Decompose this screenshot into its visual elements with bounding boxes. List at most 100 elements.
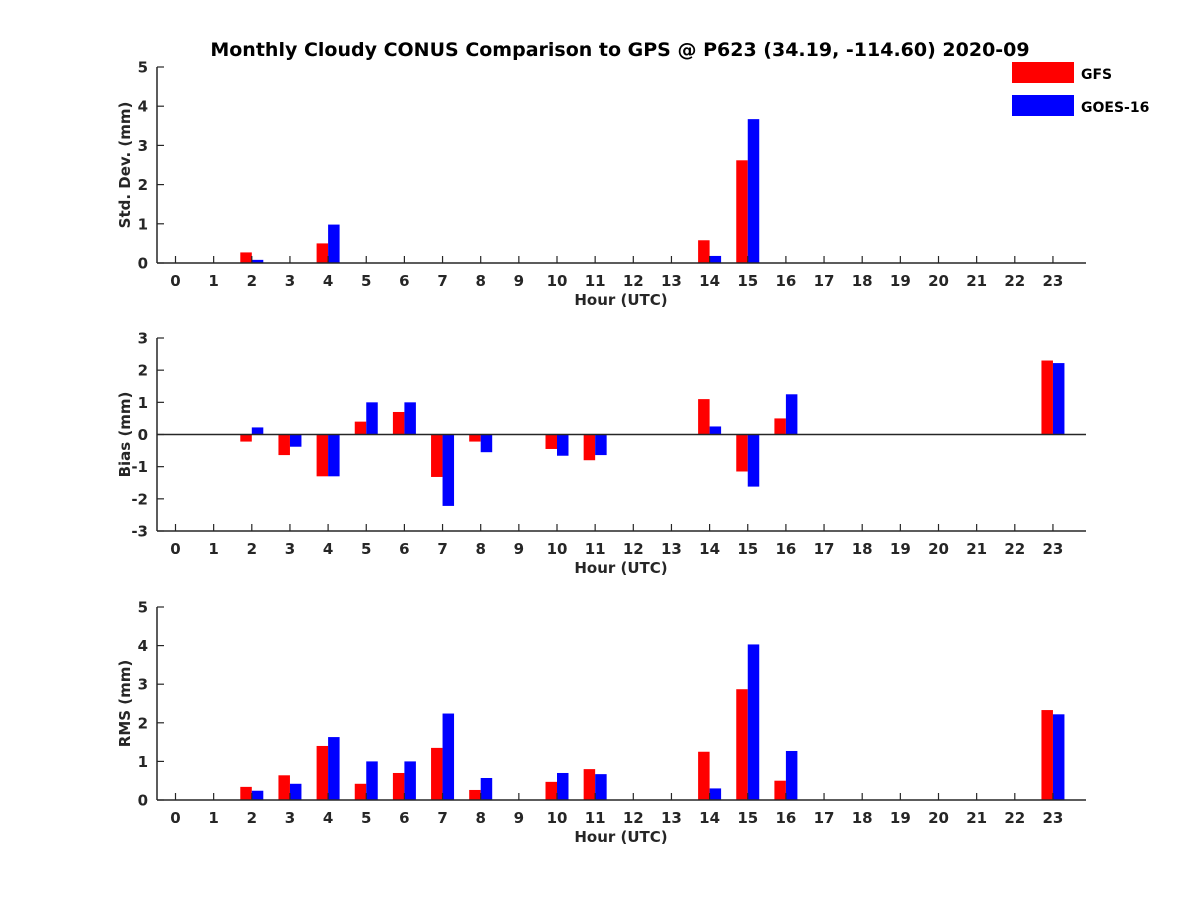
bar-gfs-hour-4 <box>316 434 329 477</box>
bar-goes16-hour-16 <box>785 750 798 800</box>
y-axis-label: Std. Dev. (mm) <box>116 102 134 229</box>
x-tick-label: 17 <box>814 540 835 558</box>
x-tick-label: 20 <box>928 540 949 558</box>
y-tick-label: 3 <box>138 330 148 348</box>
x-tick-label: 18 <box>852 540 873 558</box>
bar-goes16-hour-11 <box>595 774 607 800</box>
x-tick-label: 18 <box>852 809 873 827</box>
x-tick-label: 5 <box>361 272 371 290</box>
y-tick-label: -3 <box>131 523 148 541</box>
bar-gfs-hour-8 <box>469 789 481 800</box>
x-tick-label: 19 <box>890 272 911 290</box>
x-tick-label: 23 <box>1043 272 1064 290</box>
bar-gfs-hour-23 <box>1041 710 1053 800</box>
x-tick-label: 12 <box>623 809 644 827</box>
x-tick-label: 23 <box>1043 540 1064 558</box>
x-tick-label: 5 <box>361 540 371 558</box>
x-tick-label: 19 <box>890 540 911 558</box>
y-axis-label: RMS (mm) <box>116 660 134 747</box>
x-tick-label: 21 <box>966 809 987 827</box>
x-tick-label: 22 <box>1004 540 1025 558</box>
x-tick-label: 7 <box>437 809 447 827</box>
x-tick-label: 11 <box>585 809 606 827</box>
bar-goes16-hour-4 <box>328 737 340 800</box>
bar-gfs-hour-14 <box>698 240 710 263</box>
y-tick-label: 0 <box>138 426 148 444</box>
bar-goes16-hour-23 <box>1052 714 1065 800</box>
y-tick-label: 2 <box>138 176 148 194</box>
bar-gfs-hour-5 <box>354 783 367 800</box>
bar-gfs-hour-16 <box>774 418 786 435</box>
bar-goes16-hour-10 <box>557 772 569 800</box>
bar-goes16-hour-2 <box>251 427 264 435</box>
x-tick-label: 11 <box>585 540 606 558</box>
bar-gfs-hour-10 <box>545 434 557 449</box>
bar-gfs-hour-6 <box>392 411 405 435</box>
bar-gfs-hour-11 <box>583 769 596 800</box>
x-tick-label: 22 <box>1004 272 1025 290</box>
x-axis-label: Hour (UTC) <box>574 559 667 577</box>
bar-gfs-hour-2 <box>240 786 252 800</box>
bar-gfs-hour-7 <box>431 747 443 800</box>
x-tick-label: 14 <box>699 809 720 827</box>
x-tick-label: 16 <box>775 272 796 290</box>
legend-swatch-goes16 <box>1012 95 1074 116</box>
bar-goes16-hour-6 <box>404 402 416 435</box>
bar-goes16-hour-5 <box>366 402 378 435</box>
x-tick-label: 19 <box>890 809 911 827</box>
x-tick-label: 14 <box>699 540 720 558</box>
y-tick-label: 4 <box>138 637 148 655</box>
legend-label-goes16: GOES-16 <box>1081 100 1149 116</box>
bar-goes16-hour-3 <box>289 434 302 447</box>
y-tick-label: 4 <box>138 98 148 116</box>
x-axis-label: Hour (UTC) <box>574 828 667 846</box>
bar-gfs-hour-15 <box>736 434 748 472</box>
x-tick-label: 17 <box>814 272 835 290</box>
bar-gfs-hour-11 <box>583 434 596 461</box>
x-tick-label: 20 <box>928 809 949 827</box>
x-tick-label: 9 <box>514 272 524 290</box>
x-tick-label: 8 <box>475 809 485 827</box>
x-tick-label: 10 <box>547 809 568 827</box>
x-tick-label: 2 <box>247 809 257 827</box>
bar-goes16-hour-8 <box>480 777 493 800</box>
x-tick-label: 9 <box>514 540 524 558</box>
x-tick-label: 4 <box>323 540 333 558</box>
x-tick-label: 0 <box>170 809 180 827</box>
chart-title: Monthly Cloudy CONUS Comparison to GPS @… <box>210 39 1029 61</box>
bar-goes16-hour-15 <box>747 434 760 487</box>
y-tick-label: 1 <box>138 215 148 233</box>
bar-goes16-hour-14 <box>709 255 722 263</box>
bar-gfs-hour-2 <box>240 434 252 442</box>
x-tick-label: 4 <box>323 809 333 827</box>
bar-gfs-hour-7 <box>431 434 443 477</box>
y-axis-label: Bias (mm) <box>116 392 134 478</box>
y-tick-label: 3 <box>138 137 148 155</box>
bar-gfs-hour-4 <box>316 243 329 263</box>
bar-goes16-hour-23 <box>1052 363 1065 435</box>
x-tick-label: 1 <box>208 809 218 827</box>
x-tick-label: 17 <box>814 809 835 827</box>
x-tick-label: 16 <box>775 809 796 827</box>
bar-gfs-hour-5 <box>354 421 367 435</box>
bar-gfs-hour-8 <box>469 434 481 442</box>
bar-goes16-hour-14 <box>709 788 722 800</box>
x-tick-label: 21 <box>966 540 987 558</box>
y-tick-label: 0 <box>138 255 148 273</box>
bar-gfs-hour-10 <box>545 781 557 800</box>
bar-goes16-hour-10 <box>557 434 569 456</box>
y-tick-label: 2 <box>138 362 148 380</box>
x-tick-label: 20 <box>928 272 949 290</box>
x-tick-label: 3 <box>285 540 295 558</box>
x-tick-label: 15 <box>737 272 758 290</box>
y-tick-label: 5 <box>138 59 148 77</box>
x-tick-label: 15 <box>737 809 758 827</box>
x-tick-label: 2 <box>247 540 257 558</box>
x-tick-label: 22 <box>1004 809 1025 827</box>
y-tick-label: -2 <box>131 490 148 508</box>
